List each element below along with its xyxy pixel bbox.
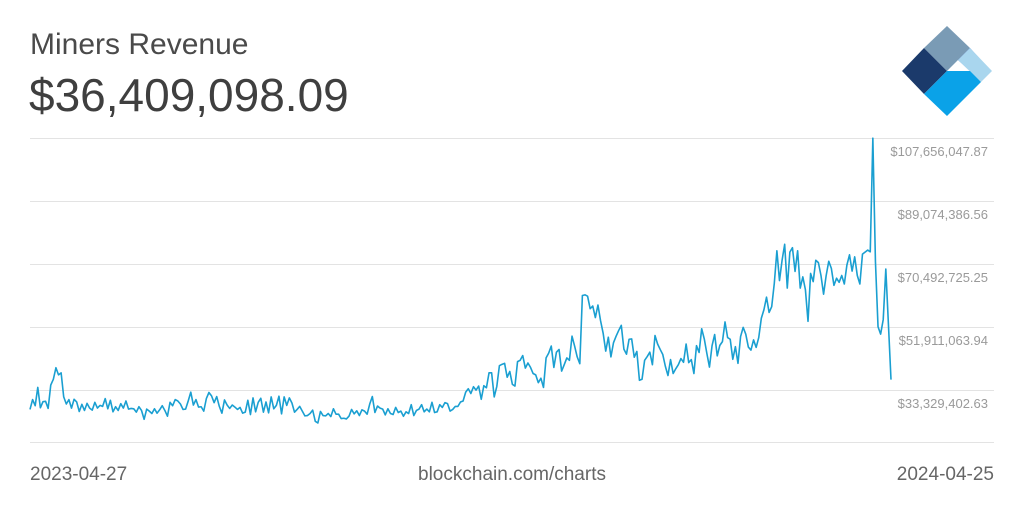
chart-title: Miners Revenue [30,28,249,61]
y-axis-ticks: $33,329,402.63 $51,911,063.94 $70,492,725.… [890,144,988,411]
grid-lines [30,138,994,443]
logo-top-segment [924,26,970,71]
start-date: 2023-04-27 [30,464,128,485]
y-tick-label: $89,074,386.56 [898,207,988,222]
revenue-line [29,137,892,424]
y-tick-label: $70,492,725.25 [898,270,988,285]
current-value: $36,409,098.09 [29,69,349,121]
y-tick-label: $107,656,047.87 [890,144,988,159]
end-date: 2024-04-25 [896,464,994,485]
logo-bottom-segment [924,71,981,116]
source-link[interactable]: blockchain.com/charts [418,464,606,485]
logo-right-segment [958,48,992,82]
y-tick-label: $51,911,063.94 [899,333,988,348]
logo-left-segment [902,48,947,94]
y-tick-label: $33,329,402.63 [898,396,988,411]
blockchain-logo-icon [902,26,992,116]
